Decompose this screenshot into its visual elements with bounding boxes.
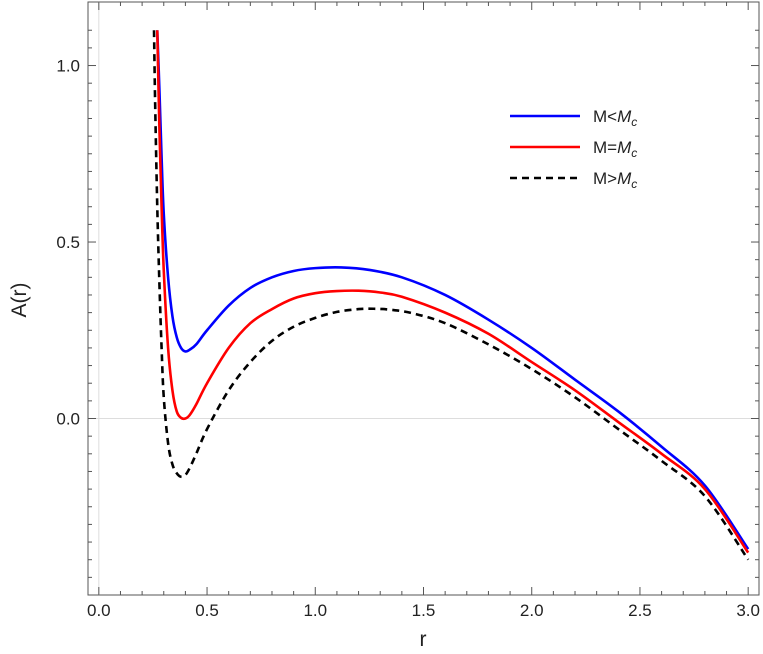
x-tick-label: 2.0 — [520, 601, 544, 620]
legend-label-2: M=Mc — [593, 138, 637, 160]
tick-labels: 0.0 0.5 1.0 1.5 2.0 2.5 3.0 0.0 0.5 1.0 — [56, 57, 760, 620]
series-layer — [152, 30, 750, 561]
x-tick-label: 2.5 — [628, 601, 652, 620]
series-line-1 — [155, 30, 750, 550]
x-tick-label: 1.0 — [303, 601, 327, 620]
y-tick-label: 1.0 — [56, 57, 80, 76]
series-line-2 — [155, 30, 750, 554]
y-tick-label: 0.5 — [56, 233, 80, 252]
axis-ticks — [88, 2, 759, 595]
plot-frame — [87, 1, 760, 596]
y-axis-label: A(r) — [8, 283, 31, 318]
x-tick-label: 0.5 — [195, 601, 219, 620]
series-line-3 — [152, 30, 750, 561]
legend-label-3: M>Mc — [593, 169, 637, 191]
y-tick-label: 0.0 — [56, 410, 80, 429]
x-tick-label: 0.0 — [87, 601, 111, 620]
zero-reference-lines — [88, 2, 759, 595]
legend-label-1: M<Mc — [593, 107, 637, 129]
legend: M<Mc M=Mc M>Mc — [510, 107, 637, 191]
x-axis-label: r — [420, 628, 427, 651]
x-tick-label: 1.5 — [412, 601, 436, 620]
x-tick-label: 3.0 — [736, 601, 760, 620]
